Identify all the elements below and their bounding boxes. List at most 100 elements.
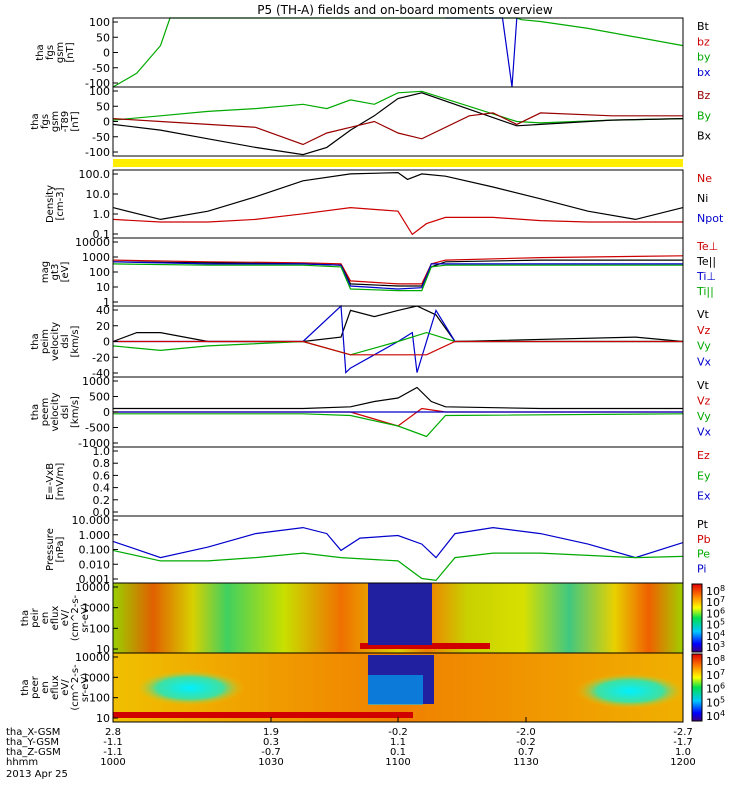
legend-entry: Ni xyxy=(697,192,708,205)
panel-peir_spec: 10000 1000 100 10 tha peir en eflux eV/(cm^2-s-s… xyxy=(20,581,725,656)
y-tick-label: 100 xyxy=(89,266,110,279)
y-tick-label: -100 xyxy=(85,146,110,159)
plot-frame xyxy=(112,446,684,517)
legend-entry: bz xyxy=(697,35,710,48)
legend-entry: By xyxy=(697,109,712,122)
y-tick-label: -500 xyxy=(85,422,110,435)
y-tick-label: 0.001 xyxy=(79,573,111,586)
plot-frame xyxy=(112,17,684,88)
series-line-Vx xyxy=(113,304,683,374)
spec-block-inner xyxy=(368,675,423,705)
colorbar-label: 105 xyxy=(706,695,725,709)
legend-entry: Pi xyxy=(697,562,706,575)
legend-entry: Bt xyxy=(697,20,710,33)
y-tick-label: 10.000 xyxy=(72,514,111,527)
y-axis-label: [nPa] xyxy=(55,536,66,562)
footer-value: 1.1 xyxy=(390,737,406,748)
y-tick-label: 0.100 xyxy=(79,544,111,557)
footer-row-label: tha_Y-GSM xyxy=(6,737,59,748)
legend-entry: Ey xyxy=(697,469,711,482)
y-tick-label: 0.8 xyxy=(93,457,111,470)
legend-entry: Vy xyxy=(697,340,711,353)
y-tick-label: 100.0 xyxy=(79,168,111,181)
legend-entry: bx xyxy=(697,66,711,79)
y-tick-label: 50 xyxy=(96,31,110,44)
footer-value: -1.7 xyxy=(673,737,693,748)
y-axis-label: mag xyxy=(40,261,51,283)
footer-value: 2.8 xyxy=(105,727,121,738)
y-axis-label: -T89 xyxy=(60,111,71,133)
legend-entry: by xyxy=(697,51,711,64)
y-tick-label: -1000 xyxy=(78,437,110,450)
y-tick-label: 0.010 xyxy=(79,558,111,571)
colorbar xyxy=(691,583,703,653)
footer-value: -2.0 xyxy=(516,727,536,738)
series-line-By xyxy=(112,90,684,124)
y-tick-label: 100 xyxy=(89,692,110,705)
panel-pressure: 10.000 1.000 0.1000.010 0.001 Pressure [nPa] P… xyxy=(45,514,711,586)
y-axis-label: gsm xyxy=(50,111,61,132)
y-tick-label: -20 xyxy=(92,351,110,364)
y-tick-label: 0 xyxy=(103,336,110,349)
y-tick-label: 100 xyxy=(89,16,110,29)
spec-blob xyxy=(135,670,245,706)
y-tick-label: 10.0 xyxy=(86,188,111,201)
y-axis-label: velocity xyxy=(50,322,61,361)
y-tick-label: 500 xyxy=(89,391,110,404)
y-tick-label: 0 xyxy=(103,406,110,419)
y-axis-label: Pressure xyxy=(45,528,56,571)
y-axis-label: gsm xyxy=(55,42,66,63)
y-axis-label: eV/ xyxy=(60,679,71,696)
footer-row-label: tha_X-GSM xyxy=(6,727,60,738)
y-axis-label: eflux xyxy=(50,675,61,700)
y-axis-label: eV/ xyxy=(60,609,71,626)
y-axis-label: gt3 xyxy=(50,264,61,281)
plot-frame xyxy=(112,169,684,239)
footer-value: -0.2 xyxy=(388,727,408,738)
colorbar-label: 106 xyxy=(706,682,725,696)
footer-value: 1200 xyxy=(670,757,695,768)
legend-entry: Ti|| xyxy=(696,285,714,298)
y-tick-label: 10 xyxy=(96,712,110,725)
y-axis-label: peem xyxy=(40,398,51,426)
legend-entry: Pt xyxy=(697,518,709,531)
footer-value: 1030 xyxy=(258,757,283,768)
y-tick-label: 0.0 xyxy=(93,506,111,519)
footer-value: 0.3 xyxy=(263,737,279,748)
series-line-Te xyxy=(112,255,684,285)
series-line-Vz xyxy=(113,407,683,427)
y-tick-label: 20 xyxy=(96,320,110,333)
legend-entry: Te⊥ xyxy=(696,240,718,253)
y-axis-label: E=-VxB xyxy=(45,463,56,500)
y-axis-label: peim xyxy=(40,329,51,354)
legend-entry: Vx xyxy=(697,426,712,439)
y-tick-label: 1000 xyxy=(82,375,110,388)
footer-value: -0.2 xyxy=(516,737,536,748)
colorbar-label: 107 xyxy=(706,668,725,682)
panel-fgs_zoom: 100 50 0 -50 -100 tha fgs gsm -T89 [nT] Bz By Bx xyxy=(30,85,712,159)
legend-entry: Bz xyxy=(697,89,711,102)
footer-value: 0.7 xyxy=(518,747,534,758)
y-axis-label: velocity xyxy=(50,392,61,431)
footer-value: -0.7 xyxy=(261,747,281,758)
y-axis-label: (cm^2-s- xyxy=(70,594,81,641)
footer-row-label: tha_Z-GSM xyxy=(6,747,61,758)
series-line-Pe xyxy=(112,549,684,582)
y-axis-label: tha xyxy=(30,113,41,129)
series-line-by xyxy=(112,17,684,88)
legend-entry: Ne xyxy=(697,172,712,185)
figure-title: P5 (TH-A) fields and on-board moments ov… xyxy=(257,3,553,17)
y-tick-label: 1000 xyxy=(82,251,110,264)
footer-date: 2013 Apr 25 xyxy=(6,769,68,780)
y-axis-label: tha xyxy=(20,679,31,695)
y-axis-label: tha xyxy=(35,44,46,60)
series-line-bx xyxy=(445,17,518,88)
series-line-Ni xyxy=(112,171,684,221)
panel-density: 100.0 10.0 1.0 0.1 Density [cm-3] Ne Ni Npot xyxy=(45,168,724,241)
panel-fgs: 100 50 0 -50 -100 tha fgs gsm [nT] Bt bz by bx xyxy=(35,16,711,90)
y-tick-label: 10000 xyxy=(75,581,110,594)
series-line-Ne xyxy=(112,206,683,236)
colorbar xyxy=(691,653,703,722)
